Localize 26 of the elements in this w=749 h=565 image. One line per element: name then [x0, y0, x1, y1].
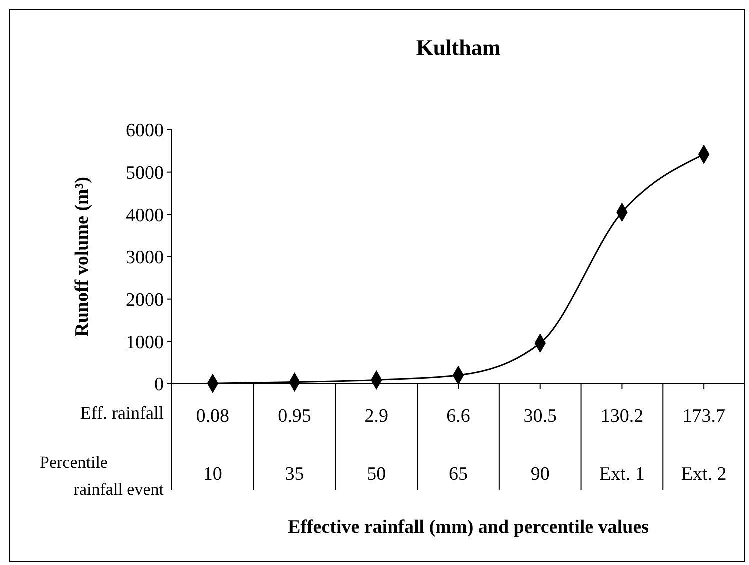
- y-tick-label: 0: [154, 374, 164, 396]
- text: Ext. 2: [681, 464, 727, 485]
- x-tick-label: 2.9: [364, 406, 389, 427]
- y-tick-label: 2000: [126, 290, 164, 311]
- y-axis-title: Runoff volume (m³): [72, 177, 93, 337]
- x-axis-title: Effective rainfall (mm) and percentile values: [288, 517, 650, 538]
- x-tick-label: 0.08: [196, 406, 230, 427]
- y-tick-label: 3000: [126, 248, 164, 269]
- text: Percentile rainfall event: [40, 453, 164, 499]
- x-tick-label: 130.2: [600, 406, 644, 427]
- x-tick-label: 173.7: [682, 406, 726, 427]
- text: 50: [367, 464, 386, 485]
- text: Eff. rainfall: [80, 403, 164, 423]
- chart-title: Kultham: [416, 35, 501, 60]
- text: 90: [530, 464, 550, 485]
- y-tick-label: 4000: [126, 205, 164, 226]
- text: Ext. 1: [600, 464, 645, 485]
- y-tick-label: 1000: [126, 332, 164, 354]
- text: 65: [449, 464, 468, 485]
- y-tick-label: 6000: [126, 120, 164, 142]
- y-tick-label: 5000: [126, 162, 164, 184]
- text: 10: [203, 464, 222, 485]
- x-tick-label: 6.6: [446, 406, 470, 427]
- text: 35: [285, 464, 304, 485]
- x-tick-label: 0.95: [278, 406, 312, 427]
- x-tick-label: 30.5: [524, 406, 557, 427]
